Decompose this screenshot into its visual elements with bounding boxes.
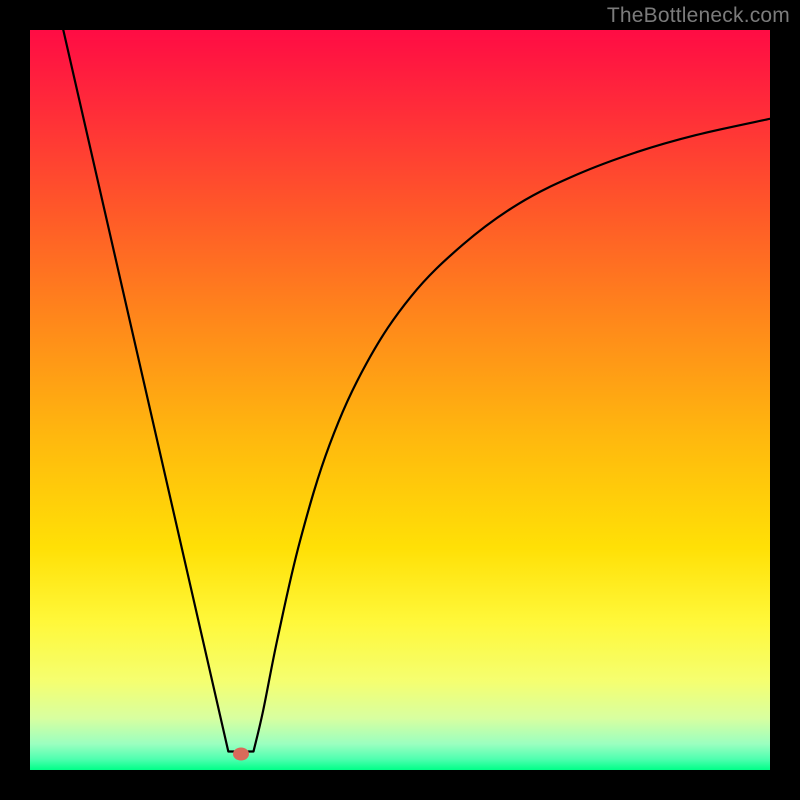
chart-frame: TheBottleneck.com xyxy=(0,0,800,800)
plot-background-gradient xyxy=(30,30,770,770)
plot-area xyxy=(30,30,770,770)
watermark-text: TheBottleneck.com xyxy=(607,4,790,28)
optimal-point-marker xyxy=(233,747,249,760)
